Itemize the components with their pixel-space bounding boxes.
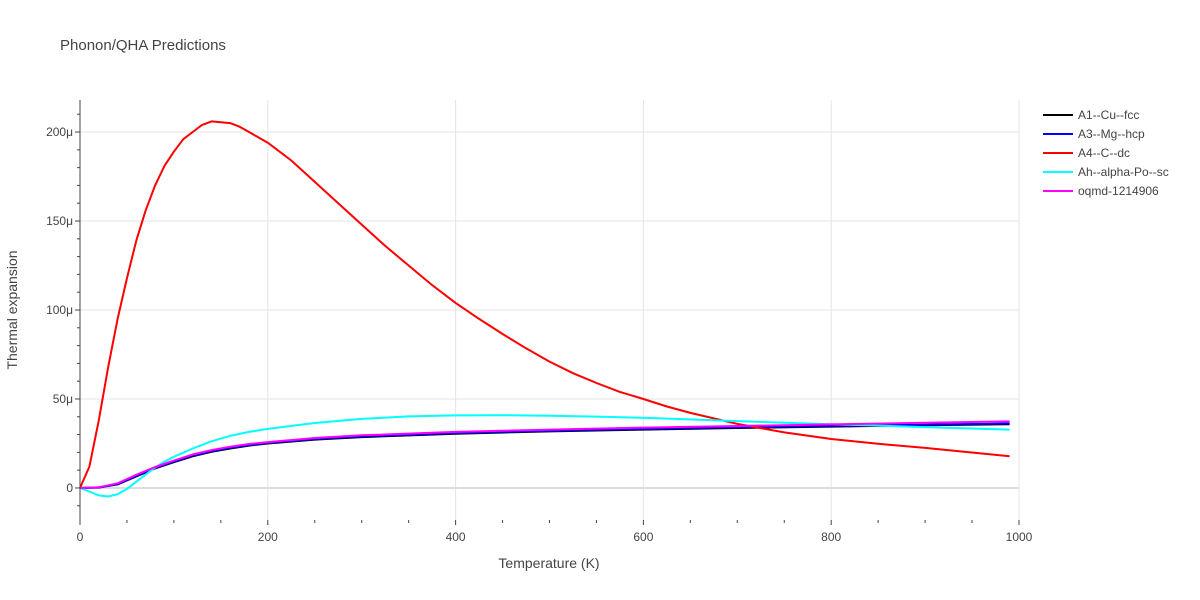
legend-item-2[interactable]: A4--C--dc xyxy=(1043,146,1130,160)
x-tick-label-4: 800 xyxy=(821,530,841,544)
x-axis-label: Temperature (K) xyxy=(498,555,599,571)
series-line-A1--Cu--fcc xyxy=(79,423,1010,489)
y-axis-label: Thermal expansion xyxy=(4,250,20,369)
series-layer xyxy=(79,120,1010,498)
legend-item-0[interactable]: A1--Cu--fcc xyxy=(1043,108,1139,122)
series-line-oqmd-1214906 xyxy=(79,420,1010,489)
x-tick-label-1: 200 xyxy=(258,530,278,544)
legend-item-1[interactable]: A3--Mg--hcp xyxy=(1043,127,1145,141)
legend-label-0: A1--Cu--fcc xyxy=(1078,108,1139,122)
series-line-A3--Mg--hcp xyxy=(79,422,1010,489)
x-tick-label-5: 1000 xyxy=(1006,530,1033,544)
legend-label-1: A3--Mg--hcp xyxy=(1078,127,1145,141)
x-axis-ticks: 0 200 400 600 800 1000 xyxy=(77,520,1033,544)
y-tick-label-0: 0 xyxy=(66,481,73,495)
legend-label-2: A4--C--dc xyxy=(1078,146,1130,160)
y-tick-label-3: 150μ xyxy=(46,214,73,228)
legend: A1--Cu--fcc A3--Mg--hcp A4--C--dc Ah--alpha… xyxy=(1043,108,1169,198)
y-tick-label-4: 200μ xyxy=(46,125,73,139)
y-axis-ticks: 0 50μ 100μ 150μ 200μ xyxy=(46,113,80,507)
legend-label-3: Ah--alpha-Po--sc xyxy=(1078,165,1169,179)
series-line-Ah--alpha-Po--sc xyxy=(79,414,1010,498)
legend-item-3[interactable]: Ah--alpha-Po--sc xyxy=(1043,165,1169,179)
y-tick-label-1: 50μ xyxy=(53,392,73,406)
legend-item-4[interactable]: oqmd-1214906 xyxy=(1043,184,1159,198)
legend-label-4: oqmd-1214906 xyxy=(1078,184,1159,198)
x-tick-label-3: 600 xyxy=(633,530,653,544)
grid-lines xyxy=(80,100,1020,520)
chart-title: Phonon/QHA Predictions xyxy=(60,37,226,54)
x-tick-label-2: 400 xyxy=(446,530,466,544)
x-tick-label-0: 0 xyxy=(77,530,84,544)
y-tick-label-2: 100μ xyxy=(46,303,73,317)
series-line-A4--C--dc xyxy=(79,120,1010,489)
